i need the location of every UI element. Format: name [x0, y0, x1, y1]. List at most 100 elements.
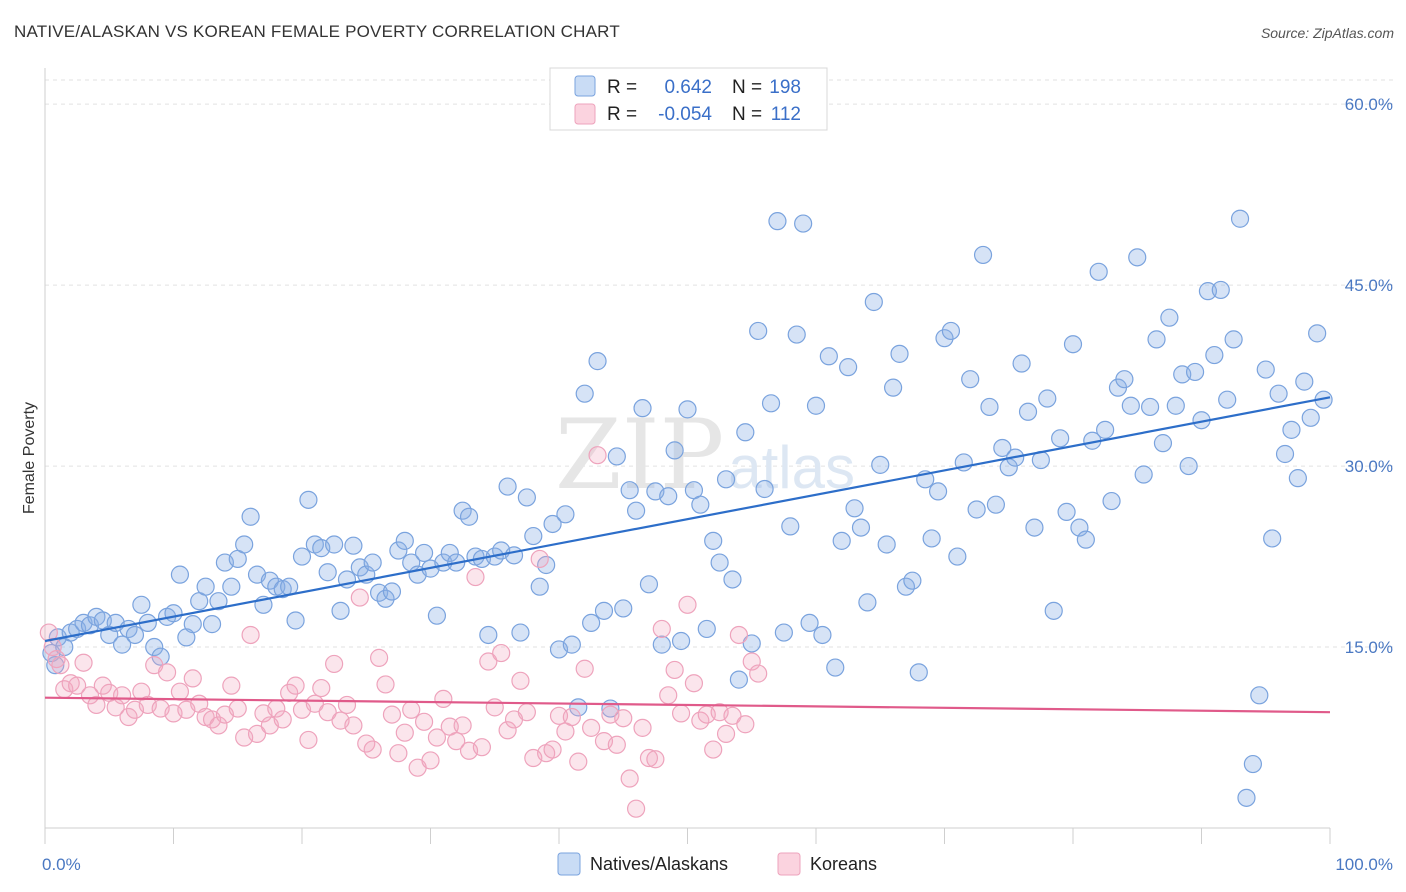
- natives-point-87: [594, 601, 614, 620]
- natives-point-59: [414, 543, 434, 563]
- natives-point-86: [588, 352, 607, 371]
- koreans-point-55: [382, 705, 402, 724]
- natives-point-176: [1166, 396, 1185, 415]
- natives-point-56: [395, 531, 414, 550]
- koreans-point-107: [716, 724, 736, 743]
- natives-point-84: [575, 384, 594, 403]
- natives-point-195: [1288, 469, 1307, 488]
- koreans-point-45: [318, 703, 337, 722]
- koreans-point-75: [511, 671, 530, 690]
- x-tick-labels: 0.0% 100.0%: [42, 855, 1393, 874]
- natives-point-159: [1057, 502, 1076, 522]
- koreans-point-73: [498, 721, 517, 740]
- natives-point-25: [196, 577, 215, 596]
- koreans-point-85: [575, 659, 594, 678]
- natives-point-69: [479, 625, 498, 645]
- koreans-point-97: [652, 619, 671, 639]
- koreans-point-92: [620, 769, 639, 788]
- natives-point-182: [1205, 345, 1224, 365]
- koreans-point-63: [434, 689, 453, 709]
- koreans-point-58: [402, 700, 421, 719]
- koreans-point-43: [305, 694, 324, 713]
- koreans-point-84: [569, 752, 588, 771]
- koreans-point-24: [183, 669, 202, 688]
- series-label-koreans: Koreans: [810, 854, 877, 874]
- koreans-trend-line: [44, 696, 1331, 714]
- natives-point-141: [941, 321, 961, 341]
- natives-point-194: [1282, 420, 1301, 439]
- axes: [44, 68, 1331, 844]
- koreans-point-6: [68, 676, 87, 695]
- series-legend: Natives/Alaskans Koreans: [557, 852, 877, 876]
- natives-point-29: [222, 577, 241, 596]
- natives-point-23: [183, 615, 202, 634]
- natives-point-186: [1230, 209, 1250, 228]
- koreans-point-56: [389, 744, 408, 763]
- series-swatch-natives: [557, 852, 581, 876]
- natives-point-170: [1128, 248, 1147, 267]
- watermark-text: ZIPatlas: [555, 399, 855, 511]
- koreans-point-81: [549, 706, 569, 725]
- natives-point-112: [755, 479, 774, 499]
- natives-point-103: [697, 619, 716, 639]
- natives-point-183: [1211, 280, 1230, 300]
- series-label-natives: Natives/Alaskans: [590, 854, 728, 874]
- natives-point-120: [806, 396, 826, 415]
- natives-point-118: [794, 214, 813, 233]
- natives-point-169: [1121, 396, 1140, 415]
- koreans-point-101: [678, 595, 697, 614]
- koreans-point-83: [562, 707, 581, 727]
- natives-point-153: [1018, 402, 1038, 421]
- koreans-point-100: [671, 704, 691, 723]
- natives-point-51: [363, 553, 382, 572]
- natives-point-32: [241, 507, 260, 526]
- koreans-point-60: [414, 712, 434, 731]
- natives-point-121: [813, 625, 832, 645]
- koreans-point-76: [517, 703, 536, 722]
- natives-point-14: [125, 625, 145, 645]
- koreans-point-31: [228, 699, 247, 718]
- natives-point-145: [967, 500, 986, 519]
- koreans-point-57: [395, 723, 414, 742]
- natives-point-110: [742, 634, 761, 653]
- natives-point-85: [582, 613, 601, 633]
- natives-point-189: [1250, 686, 1269, 705]
- natives-point-128: [858, 593, 877, 612]
- legend-swatch-natives: [574, 75, 596, 97]
- koreans-point-14: [119, 707, 138, 727]
- koreans-point-28: [209, 716, 228, 735]
- koreans-point-20: [157, 663, 177, 682]
- natives-point-123: [826, 658, 845, 677]
- natives-point-197: [1301, 408, 1320, 427]
- natives-point-63: [440, 543, 459, 563]
- natives-point-164: [1089, 262, 1108, 281]
- natives-point-178: [1179, 456, 1198, 476]
- chart-title: NATIVE/ALASKAN VS KOREAN FEMALE POVERTY …: [14, 22, 620, 41]
- natives-point-162: [1076, 530, 1095, 549]
- koreans-point-9: [87, 695, 106, 715]
- natives-point-108: [729, 670, 749, 689]
- natives-point-107: [723, 570, 742, 589]
- natives-point-148: [986, 495, 1006, 514]
- koreans-point-78: [530, 549, 549, 569]
- natives-point-171: [1134, 465, 1153, 484]
- koreans-point-22: [170, 682, 190, 701]
- natives-point-113: [761, 394, 781, 413]
- natives-point-140: [935, 329, 954, 348]
- koreans-point-40: [286, 676, 305, 695]
- legend-r-value-1: 0.642: [664, 77, 712, 98]
- koreans-point-13: [112, 686, 132, 705]
- natives-point-46: [331, 601, 350, 620]
- natives-trend-line: [44, 396, 1331, 643]
- x-tick-label-1: 100.0%: [1335, 855, 1393, 874]
- natives-point-136: [909, 663, 928, 682]
- koreans-point-108: [723, 706, 742, 725]
- y-axis-label: Female Poverty: [21, 402, 38, 514]
- koreans-point-66: [453, 716, 472, 735]
- series-swatch-koreans: [777, 852, 801, 876]
- koreans-point-69: [472, 738, 491, 757]
- koreans-point-30: [222, 676, 241, 695]
- natives-point-94: [639, 575, 659, 594]
- natives-point-152: [1012, 354, 1031, 373]
